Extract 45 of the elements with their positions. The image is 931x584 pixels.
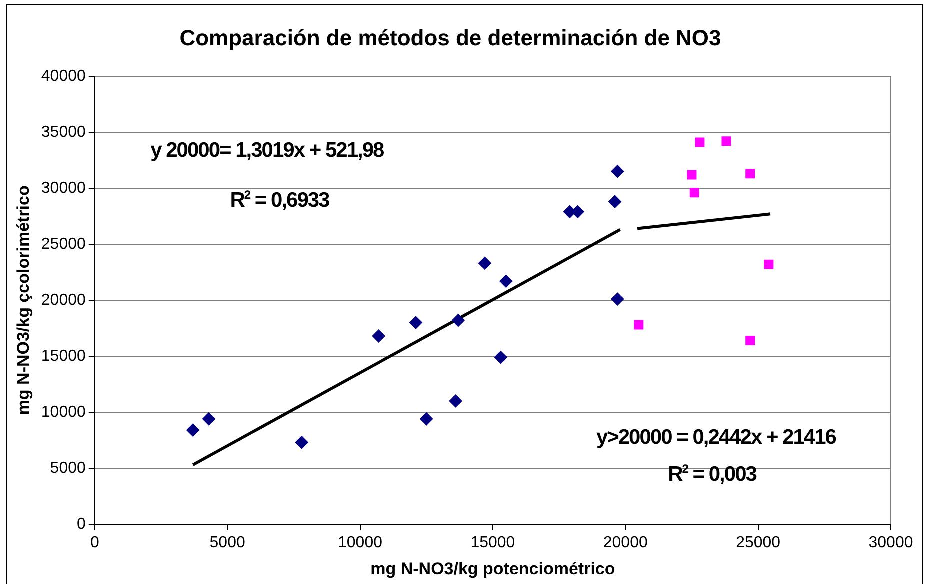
x-tick-label: 20000: [603, 534, 648, 552]
point: [611, 292, 624, 306]
x-tick-label: 5000: [210, 534, 246, 552]
x-tick-label: 30000: [868, 534, 914, 552]
point: [202, 412, 216, 426]
x-tick-label: 10000: [338, 534, 383, 552]
y-tick-label: 5000: [50, 460, 86, 477]
annotation: R$^{2}$ = 0,6933: [230, 188, 330, 214]
y-tick-label: 15000: [41, 348, 86, 365]
annotation: y 20000= 1,3019x + 521,98: [150, 139, 384, 164]
point: [722, 136, 732, 146]
y-tick-label: 25000: [41, 236, 86, 253]
y-tick-label: 30000: [41, 180, 86, 197]
y-tick-label: 35000: [41, 124, 86, 141]
y-tick-label: 20000: [41, 292, 86, 309]
x-axis-title: mg N-NO3/kg potenciométrico: [370, 559, 616, 578]
y-tick-label: 40000: [41, 68, 86, 85]
point: [494, 351, 508, 364]
point: [611, 165, 624, 178]
x-tick-label: 0: [90, 534, 100, 552]
point: [500, 274, 513, 288]
point: [420, 412, 434, 426]
point: [746, 169, 756, 179]
annotation: y>20000 = 0,2442x + 21416: [596, 426, 836, 450]
x-tick-label: 25000: [736, 534, 781, 552]
point: [690, 188, 700, 198]
point: [695, 138, 705, 148]
point: [372, 330, 386, 343]
point: [608, 195, 622, 208]
point: [634, 320, 644, 330]
chart-title: Comparación de métodos de determinación de NO3: [180, 25, 722, 50]
y-tick-label: 10000: [41, 404, 86, 421]
y-tick-label: 0: [76, 516, 86, 533]
point: [687, 170, 697, 180]
point: [452, 314, 465, 328]
point: [449, 394, 462, 408]
point: [764, 260, 774, 270]
point: [478, 256, 492, 270]
point: [295, 436, 308, 450]
point: [186, 424, 200, 437]
annotation: R$^{2}$ = 0,003: [668, 462, 756, 487]
point: [409, 316, 422, 330]
point: [746, 336, 756, 346]
x-tick-label: 15000: [470, 534, 516, 552]
y-axis-title: mg N-NO3/kg çcolorimétrico: [14, 186, 33, 416]
